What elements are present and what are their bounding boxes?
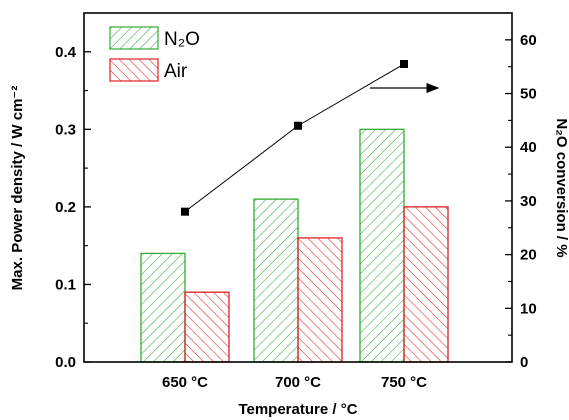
bar-n2o-2 (359, 128, 405, 363)
axes-layer: 0.0 0.1 0.2 0.3 0.4 0 10 20 30 40 50 60 650 °C 700 °C… (55, 32, 537, 391)
x-tick-label-1: 700 °C (275, 374, 321, 391)
conversion-point-1 (294, 121, 302, 130)
x-axis-title: Temperature / °C (238, 401, 357, 418)
y-tick-label-1: 0.1 (55, 276, 76, 293)
y2-tick-label-4: 40 (520, 139, 537, 156)
y2-tick-label-6: 60 (520, 32, 537, 49)
x-tick-label-2: 750 °C (381, 374, 427, 391)
y-tick-label-3: 0.3 (55, 121, 76, 138)
conversion-point-0 (181, 207, 189, 216)
bar-air-0 (184, 291, 230, 363)
plot-frame (83, 12, 513, 363)
y2-tick-label-5: 50 (520, 86, 537, 103)
legend-label-air: Air (164, 61, 188, 82)
legend-swatch-air (109, 58, 159, 82)
legend-label-n2o: N₂O (164, 29, 200, 50)
conversion-point-2 (400, 60, 408, 69)
bar-n2o-1 (253, 198, 299, 363)
bar-air-1 (297, 237, 343, 363)
y-tick-label-0: 0.0 (55, 354, 76, 371)
y-tick-label-2: 0.2 (55, 199, 76, 216)
legend-swatch-n2o (109, 26, 159, 50)
bar-air-2 (403, 206, 449, 363)
y-axis-title: Max. Power density / W cm⁻² (9, 86, 26, 291)
conversion-line-layer (181, 60, 408, 216)
y-tick-label-4: 0.4 (55, 44, 77, 61)
bars-layer (140, 128, 449, 363)
y2-tick-label-2: 20 (520, 247, 537, 264)
x-tick-label-0: 650 °C (162, 374, 208, 391)
y2-tick-label-1: 10 (520, 300, 537, 317)
y2-tick-label-0: 0 (520, 354, 528, 371)
y2-axis-title: N₂O conversion / % (553, 118, 569, 257)
legend: N₂O Air (109, 26, 200, 82)
bar-n2o-0 (140, 252, 186, 363)
y2-tick-label-3: 30 (520, 193, 537, 210)
